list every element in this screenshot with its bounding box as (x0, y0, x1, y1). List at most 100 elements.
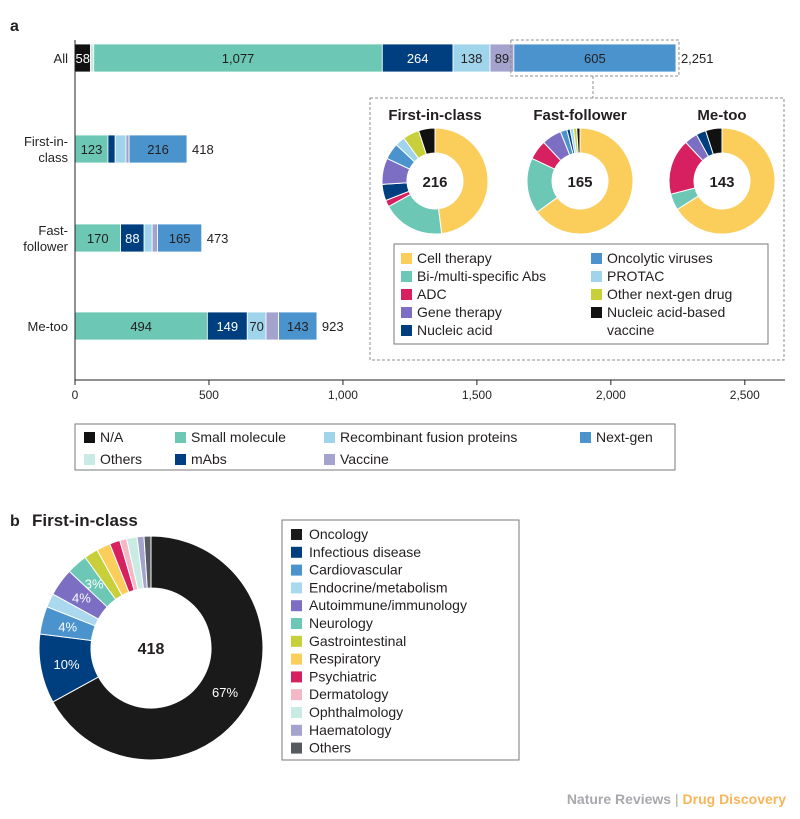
legend-swatch-others (84, 454, 95, 465)
bar-all-recombinant-fusion-proteins (452, 43, 491, 73)
inset-legend-swatch-adc (401, 289, 412, 300)
panel-b-slice-label: 3% (85, 576, 104, 591)
bar-all-others (90, 43, 95, 73)
inset-legend-swatch-other-next-gen-drug (591, 289, 602, 300)
journal-credit: Nature Reviews | Drug Discovery (567, 791, 786, 807)
bar-value-label: 1,077 (222, 51, 255, 66)
bar-fast-follower-small-molecule (74, 223, 121, 253)
category-label-me-too: Me-too (28, 319, 68, 334)
credit-publisher: Nature Reviews (566, 791, 672, 807)
legend-swatch-next-gen (580, 432, 591, 443)
panel-b-legend-swatch-gastrointestinal (291, 635, 302, 647)
bar-me-too-small-molecule (74, 311, 208, 341)
inset-legend-swatch-nucleic-acid (401, 325, 412, 336)
inset-center-fast-follower: 165 (567, 174, 592, 191)
inset-legend-swatch-gene-therapy (401, 307, 412, 318)
category-label-fast-follower: follower (23, 239, 68, 254)
bar-first-in-class-mabs (107, 134, 116, 164)
panel-a-label: a (10, 18, 19, 35)
inset-legend-label-adc: ADC (417, 286, 447, 302)
credit-journal: Drug Discovery (682, 791, 786, 807)
inset-legend-label-nucleic-acid: Nucleic acid (417, 322, 492, 338)
legend-swatch-small-molecule (175, 432, 186, 443)
panel-a-bars: All 58 1,077 264 138 89 605 2,251 First-in-class… (23, 43, 714, 341)
bar-value-label: 494 (130, 319, 152, 334)
inset-center-first-in-class: 216 (422, 174, 447, 191)
legend-swatch-recombinant-fusion-proteins (324, 432, 335, 443)
legend-swatch-n-a (84, 432, 95, 443)
legend-label-next-gen: Next-gen (596, 429, 653, 445)
inset-legend: Cell therapy Oncolytic viruses Bi-/multi-s… (393, 243, 769, 345)
panel-b-slice-label: 67% (212, 685, 238, 700)
inset-legend-label-line2: vaccine (607, 322, 655, 338)
x-tick-label: 1,500 (462, 388, 492, 402)
inset-me-too-slice-cell-therapy (676, 127, 776, 235)
panel-b-slice-label: 10% (54, 657, 80, 672)
panel-b-center-label: 418 (138, 641, 165, 658)
panel-b-slice-oncology (52, 535, 264, 761)
total-label-all: 2,251 (681, 51, 714, 66)
inset-legend-label-gene-therapy: Gene therapy (417, 304, 502, 320)
inset-legend-swatch-nucleic-acid-based (591, 307, 602, 318)
bar-all-next-gen (513, 43, 677, 73)
inset-center-me-too: 143 (709, 174, 734, 191)
panel-b-legend-swatch-cardiovascular (291, 564, 302, 576)
bar-value-label: 264 (407, 51, 429, 66)
panel-b-legend-swatch-dermatology (291, 689, 302, 701)
panel-b-legend-swatch-autoimmune-immunology (291, 600, 302, 612)
x-tick-label: 1,000 (328, 388, 358, 402)
panel-b-slice-others (143, 535, 152, 589)
inset-legend-label-nucleic-acid-based: Nucleic acid-based (607, 304, 725, 320)
panel-b-legend-swatch-haematology (291, 724, 302, 736)
bar-value-label: 88 (125, 231, 139, 246)
legend-frame (74, 423, 676, 471)
legend-label-n-a: N/A (100, 429, 124, 445)
legend-label-vaccine: Vaccine (340, 451, 389, 467)
bar-fast-follower-vaccine (151, 223, 158, 253)
category-label-first-in-class: class (38, 150, 68, 165)
panel-b-legend-swatch-oncology (291, 529, 302, 540)
credit-separator: | (674, 791, 679, 807)
bar-value-label: 216 (147, 142, 169, 157)
category-label-fast-follower: Fast- (38, 223, 68, 238)
panel-b-legend-label-autoimmune-immunology: Autoimmune/immunology (309, 597, 467, 613)
bar-first-in-class-vaccine (125, 134, 130, 164)
bar-value-label: 70 (249, 319, 263, 334)
bar-first-in-class-recombinant-fusion-proteins (114, 134, 127, 164)
inset-legend-swatch-protac (591, 271, 602, 282)
inset-legend-label-protac: PROTAC (607, 268, 664, 284)
panel-b-legend-label-ophthalmology: Ophthalmology (309, 704, 403, 720)
bar-value-label: 89 (495, 51, 509, 66)
inset-title-first-in-class: First-in-class (388, 107, 481, 124)
legend-swatch-vaccine (324, 454, 335, 465)
inset-title-me-too: Me-too (697, 107, 746, 124)
panel-b-legend-swatch-ophthalmology (291, 707, 302, 718)
inset-first-in-class-slice-cell-therapy (434, 127, 489, 235)
panel-b-legend: Oncology Infectious disease Cardiovascular… (281, 519, 520, 761)
x-tick-label: 0 (72, 388, 79, 402)
inset-fast-follower-slice-cell-therapy (536, 127, 634, 235)
bar-all-small-molecule (93, 43, 383, 73)
inset-legend-swatch-oncolytic-viruses (591, 253, 602, 264)
panel-b-legend-label-respiratory: Respiratory (309, 651, 381, 667)
category-label-first-in-class: First-in- (24, 134, 68, 149)
panel-b-legend-label-cardiovascular: Cardiovascular (309, 562, 403, 578)
bar-me-too-vaccine (265, 311, 280, 341)
panel-b-legend-label-psychiatric: Psychiatric (309, 668, 377, 684)
panel-b-title: First-in-class (32, 511, 138, 530)
bar-value-label: 149 (216, 319, 238, 334)
total-label-me-too: 923 (322, 319, 344, 334)
panel-b-slice-label: 4% (72, 590, 91, 605)
inset-me-too-slice-nucleic-acid-based-vaccine (704, 127, 723, 155)
panel-b-legend-swatch-respiratory (291, 653, 302, 665)
inset-legend-label-other-next-gen-drug: Other next-gen drug (607, 286, 732, 302)
panel-b-legend-swatch-infectious-disease (291, 546, 302, 558)
inset-legend-label-oncolytic-viruses: Oncolytic viruses (607, 250, 713, 266)
inset-fast-follower-slice-nucleic-acid-based-vaccine (576, 127, 581, 154)
panel-b-legend-swatch-neurology (291, 618, 302, 629)
x-tick-label: 500 (199, 388, 219, 402)
bar-fast-follower-recombinant-fusion-proteins (143, 223, 153, 253)
inset-legend-swatch-cell-therapy (401, 253, 412, 264)
x-tick-label: 2,000 (596, 388, 626, 402)
panel-b-legend-swatch-psychiatric (291, 671, 302, 683)
